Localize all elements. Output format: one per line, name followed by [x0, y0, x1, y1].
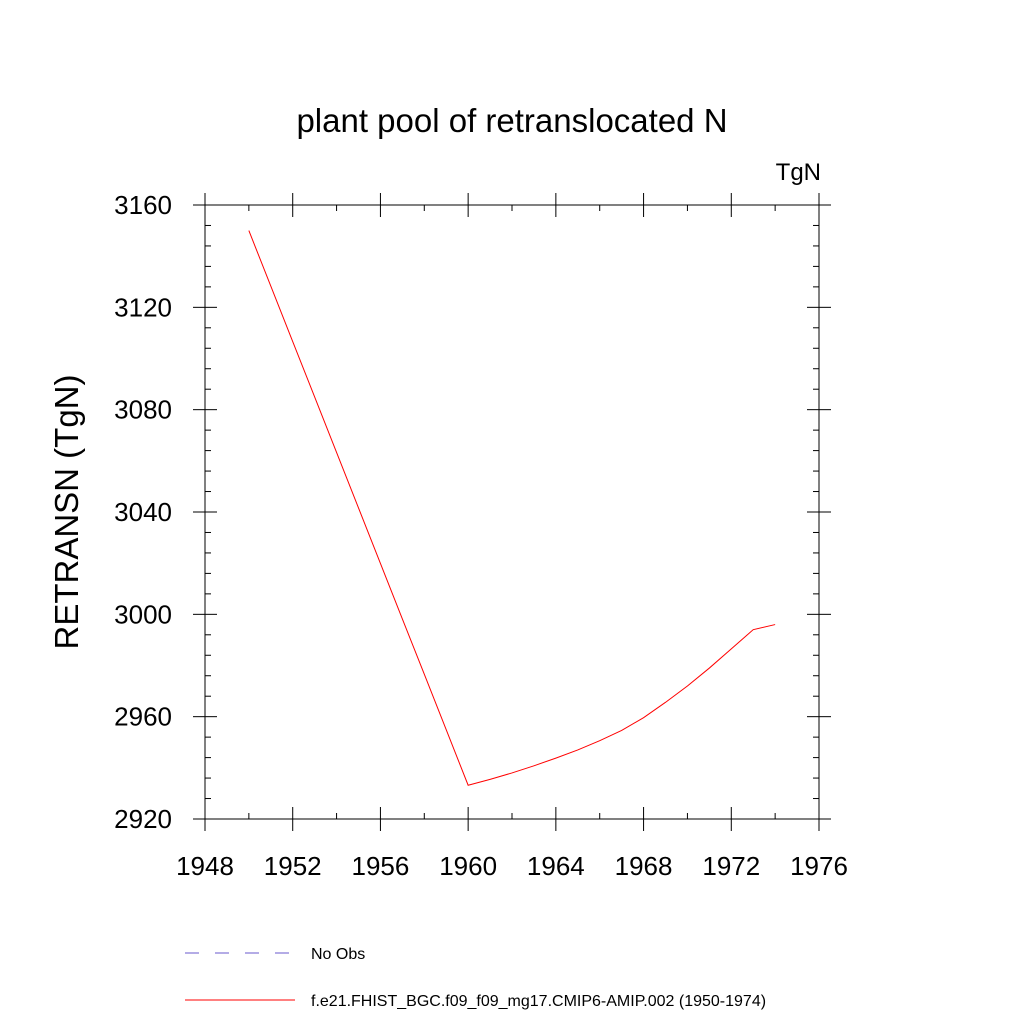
y-tick-label: 3160 [114, 190, 172, 220]
series-layer [248, 230, 776, 786]
y-tick-label: 3040 [114, 497, 172, 527]
x-tick-label: 1948 [176, 851, 234, 881]
series-line-1 [248, 230, 776, 786]
units-label: TgN [776, 159, 821, 186]
x-tick-label: 1968 [615, 851, 673, 881]
y-axis-label: RETRANSN (TgN) [48, 374, 85, 649]
y-tick-label: 2960 [114, 702, 172, 732]
x-tick-label: 1964 [527, 851, 585, 881]
x-tick-label: 1972 [702, 851, 760, 881]
y-tick-label: 3120 [114, 292, 172, 322]
y-tick-label: 2920 [114, 804, 172, 834]
y-tick-label: 3000 [114, 599, 172, 629]
axis-ticks: 1948 1952 1956 1960 1964 1968 1972 1976 2920 2960… [114, 190, 848, 881]
legend-label-0: No Obs [311, 946, 365, 963]
y-tick-label: 3080 [114, 395, 172, 425]
plot-frame [204, 204, 820, 820]
chart-title: plant pool of retranslocated N [296, 102, 727, 139]
legend-label-1: f.e21.FHIST_BGC.f09_f09_mg17.CMIP6-AMIP.… [311, 993, 766, 1010]
x-tick-label: 1952 [264, 851, 322, 881]
x-tick-label: 1976 [790, 851, 848, 881]
x-tick-label: 1960 [439, 851, 497, 881]
x-tick-label: 1956 [352, 851, 410, 881]
legend: No Obs f.e21.FHIST_BGC.f09_f09_mg17.CMIP6… [185, 946, 766, 1010]
